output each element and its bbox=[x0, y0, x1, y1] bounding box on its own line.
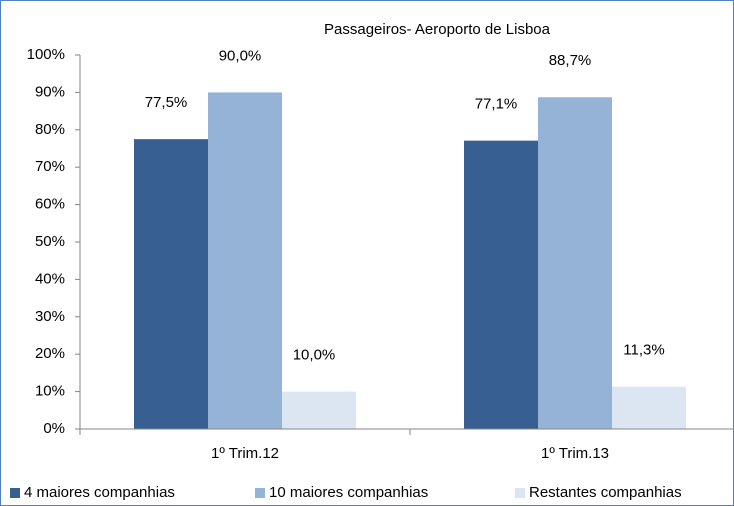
legend-swatch bbox=[10, 488, 20, 498]
y-tick-label: 90% bbox=[35, 83, 65, 100]
y-tick-label: 50% bbox=[35, 233, 65, 250]
x-tick-label: 1º Trim.12 bbox=[211, 445, 279, 462]
data-label: 10,0% bbox=[293, 347, 336, 364]
legend-swatch bbox=[515, 488, 525, 498]
y-tick-label: 100% bbox=[27, 46, 65, 63]
data-label: 90,0% bbox=[219, 47, 262, 64]
legend-label: Restantes companhias bbox=[529, 484, 682, 501]
bar bbox=[208, 92, 282, 430]
y-tick-label: 70% bbox=[35, 158, 65, 175]
data-label: 11,3% bbox=[623, 342, 664, 359]
bar bbox=[538, 97, 612, 430]
y-tick-label: 10% bbox=[35, 383, 65, 400]
chart-title: Passageiros- Aeroporto de Lisboa bbox=[324, 21, 551, 38]
y-tick-label: 80% bbox=[35, 121, 65, 138]
y-tick-label: 20% bbox=[35, 345, 65, 362]
y-tick-label: 0% bbox=[43, 420, 65, 437]
y-tick-label: 40% bbox=[35, 270, 65, 287]
legend-label: 10 maiores companhias bbox=[269, 484, 428, 501]
y-tick-label: 60% bbox=[35, 196, 65, 213]
bar bbox=[612, 386, 686, 429]
y-tick-label: 30% bbox=[35, 308, 65, 325]
legend-label: 4 maiores companhias bbox=[24, 484, 175, 501]
bar bbox=[282, 391, 356, 429]
data-label: 77,1% bbox=[475, 96, 518, 113]
data-label: 88,7% bbox=[549, 52, 592, 69]
data-label: 77,5% bbox=[145, 94, 188, 111]
x-tick-label: 1º Trim.13 bbox=[541, 445, 609, 462]
legend-swatch bbox=[255, 488, 265, 498]
bar bbox=[464, 140, 538, 429]
bar bbox=[134, 139, 208, 429]
